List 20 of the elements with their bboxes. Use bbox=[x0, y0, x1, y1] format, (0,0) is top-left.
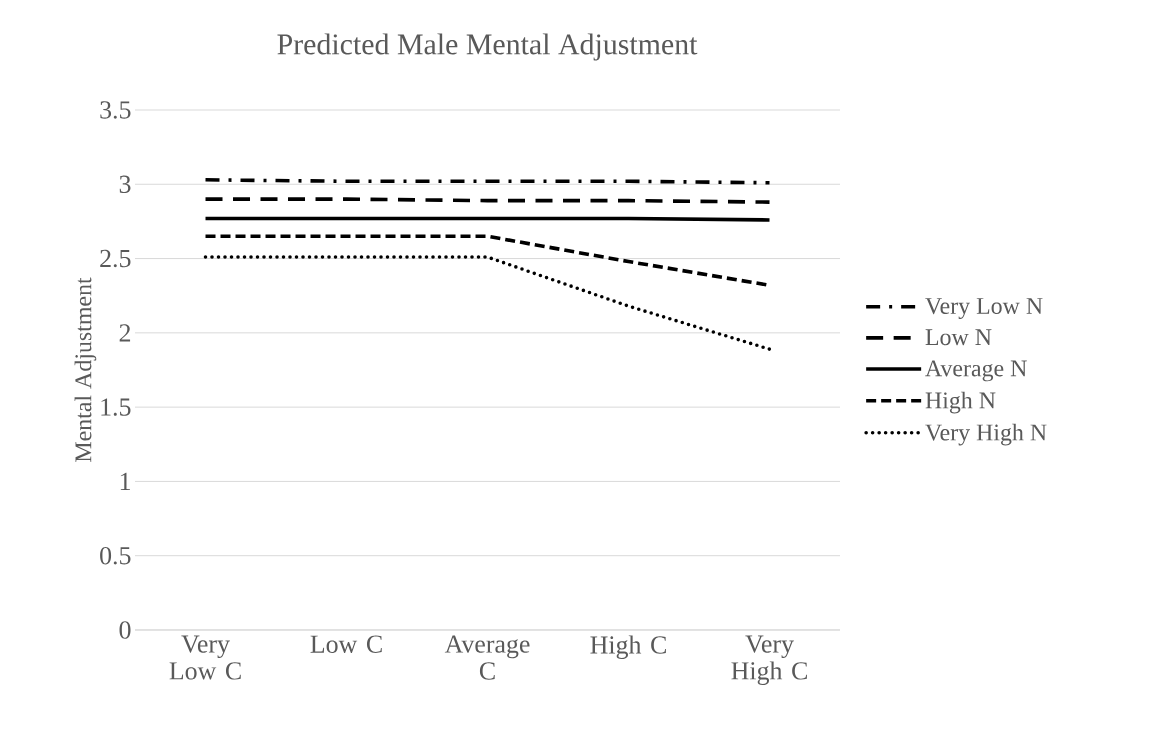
y-tick-label: 2 bbox=[119, 324, 131, 342]
legend-label: Very High N bbox=[925, 423, 1047, 446]
legend-label: Low N bbox=[925, 329, 992, 346]
y-tick-label: 3 bbox=[119, 175, 131, 193]
legend-label: Very Low N bbox=[925, 298, 1043, 319]
y-tick-label: 2.5 bbox=[100, 249, 131, 268]
y-tick-label: 1 bbox=[120, 472, 130, 490]
chart-title: Predicted Male Mental Adjustment bbox=[277, 33, 698, 61]
legend-label: High N bbox=[925, 391, 996, 414]
x-tick-label: Very High C bbox=[731, 635, 807, 685]
y-tick-label: 1.5 bbox=[101, 398, 131, 416]
y-tick-label: 3.5 bbox=[100, 101, 131, 119]
x-tick-label: High C bbox=[590, 635, 666, 660]
legend-label: Average N bbox=[925, 360, 1027, 382]
y-tick-label: 0 bbox=[119, 621, 131, 639]
x-tick-label: Low C bbox=[310, 635, 382, 653]
y-tick-label: 0.5 bbox=[100, 546, 131, 565]
x-tick-label: Average C bbox=[444, 635, 530, 680]
y-axis-title: Mental Adjustment bbox=[74, 277, 97, 462]
x-tick-label: Very Low C bbox=[169, 635, 241, 680]
